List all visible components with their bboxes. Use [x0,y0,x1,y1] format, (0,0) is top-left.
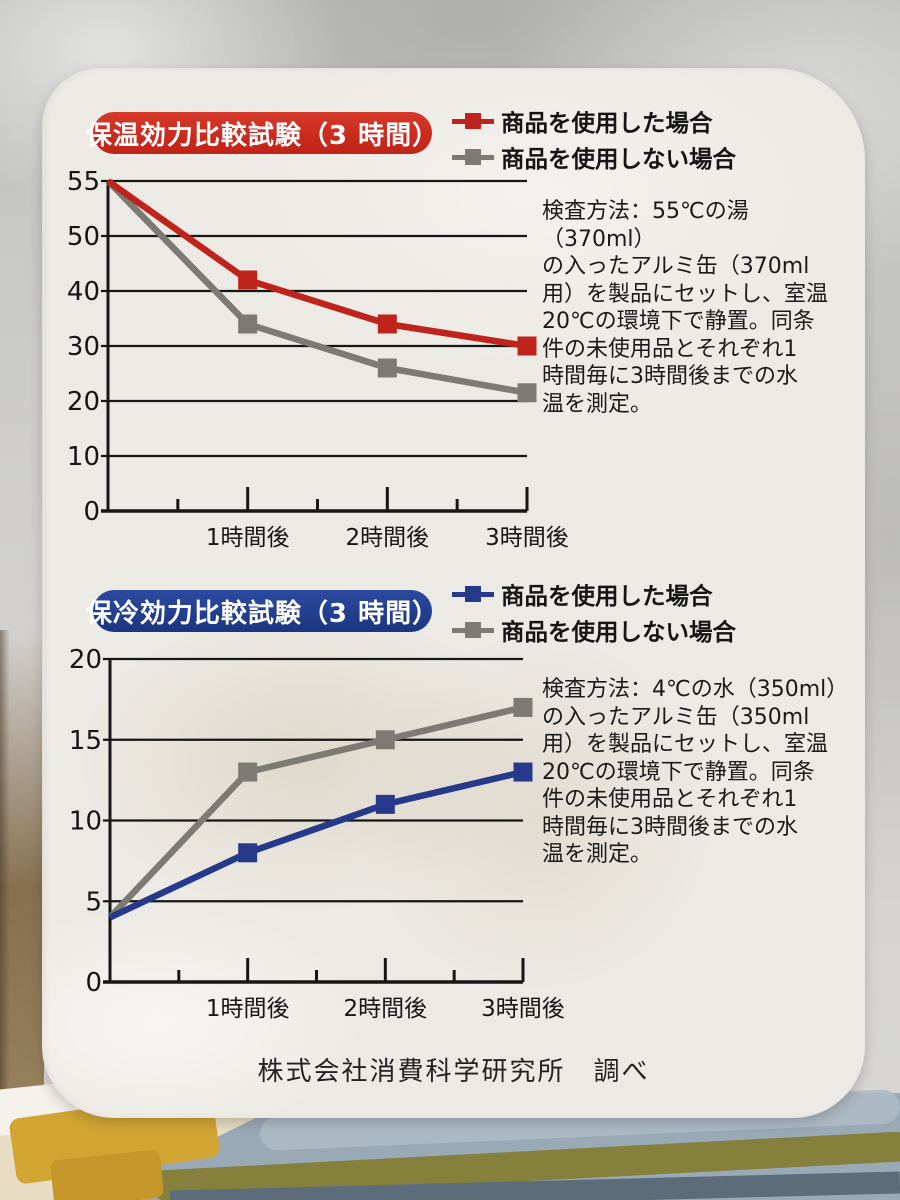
legend-marker-gray [452,621,494,639]
svg-text:0: 0 [83,497,100,527]
heat-chart-legend: 商品を使用した場合 商品を使用しない場合 [452,104,736,173]
legend-item-unused: 商品を使用しない場合 [452,140,736,173]
heat-chart-title: 保温効力比較試験（3 時間） [85,120,440,151]
svg-text:20: 20 [67,387,100,417]
svg-text:20: 20 [69,645,102,675]
cold-test-method-note: 検査方法：4℃の水（350ml） の入ったアルミ缶（350ml 用）を製品にセッ… [542,677,849,867]
svg-text:40: 40 [67,277,100,307]
legend-item-used: 商品を使用した場合 [452,577,736,610]
svg-text:10: 10 [67,442,100,472]
svg-text:1時間後: 1時間後 [206,996,290,1022]
legend-label: 商品を使用しない場合 [501,144,736,173]
testing-credit: 株式会社消費科学研究所 調べ [257,1057,650,1087]
svg-text:1時間後: 1時間後 [206,525,290,551]
svg-text:2時間後: 2時間後 [346,525,430,551]
legend-label: 商品を使用しない場合 [501,617,736,646]
svg-text:0: 0 [85,968,102,998]
svg-text:30: 30 [67,332,100,362]
cold-retention-line-chart: 0 5 10 15 20 1時間後 2時間後 3時間後 [69,645,565,1022]
cold-chart-title-badge: 保冷効力比較試験（3 時間） [86,590,438,632]
legend-item-unused: 商品を使用しない場合 [452,613,736,646]
wooden-table-edge [0,630,44,1170]
legend-label: 商品を使用した場合 [501,581,713,610]
cold-chart-legend: 商品を使用した場合 商品を使用しない場合 [452,577,736,646]
svg-text:10: 10 [69,807,102,837]
svg-text:5: 5 [85,887,102,917]
svg-text:3時間後: 3時間後 [481,996,565,1022]
legend-marker-blue [452,585,494,603]
legend-label: 商品を使用した場合 [501,108,713,137]
legend-marker-red [452,112,494,130]
package-panel: 保温効力比較試験（3 時間） 商品を使用した場合 商品を使用しない場合 0 10 2… [42,68,865,1118]
heat-chart-title-badge: 保温効力比較試験（3 時間） [86,112,438,154]
legend-marker-gray [452,148,494,166]
svg-text:2時間後: 2時間後 [344,996,428,1022]
svg-text:3時間後: 3時間後 [485,525,569,551]
legend-item-used: 商品を使用した場合 [452,104,736,137]
svg-text:55: 55 [67,167,100,197]
svg-text:50: 50 [67,222,100,252]
svg-text:15: 15 [69,726,102,756]
cold-chart-title: 保冷効力比較試験（3 時間） [85,598,440,629]
heat-retention-line-chart: 0 10 20 30 40 50 55 1時間後 2時間後 3時間後 [67,167,569,551]
heat-test-method-note: 検査方法：55℃の湯（370ml） の入ったアルミ缶（370ml 用）を製品にセ… [542,199,829,417]
